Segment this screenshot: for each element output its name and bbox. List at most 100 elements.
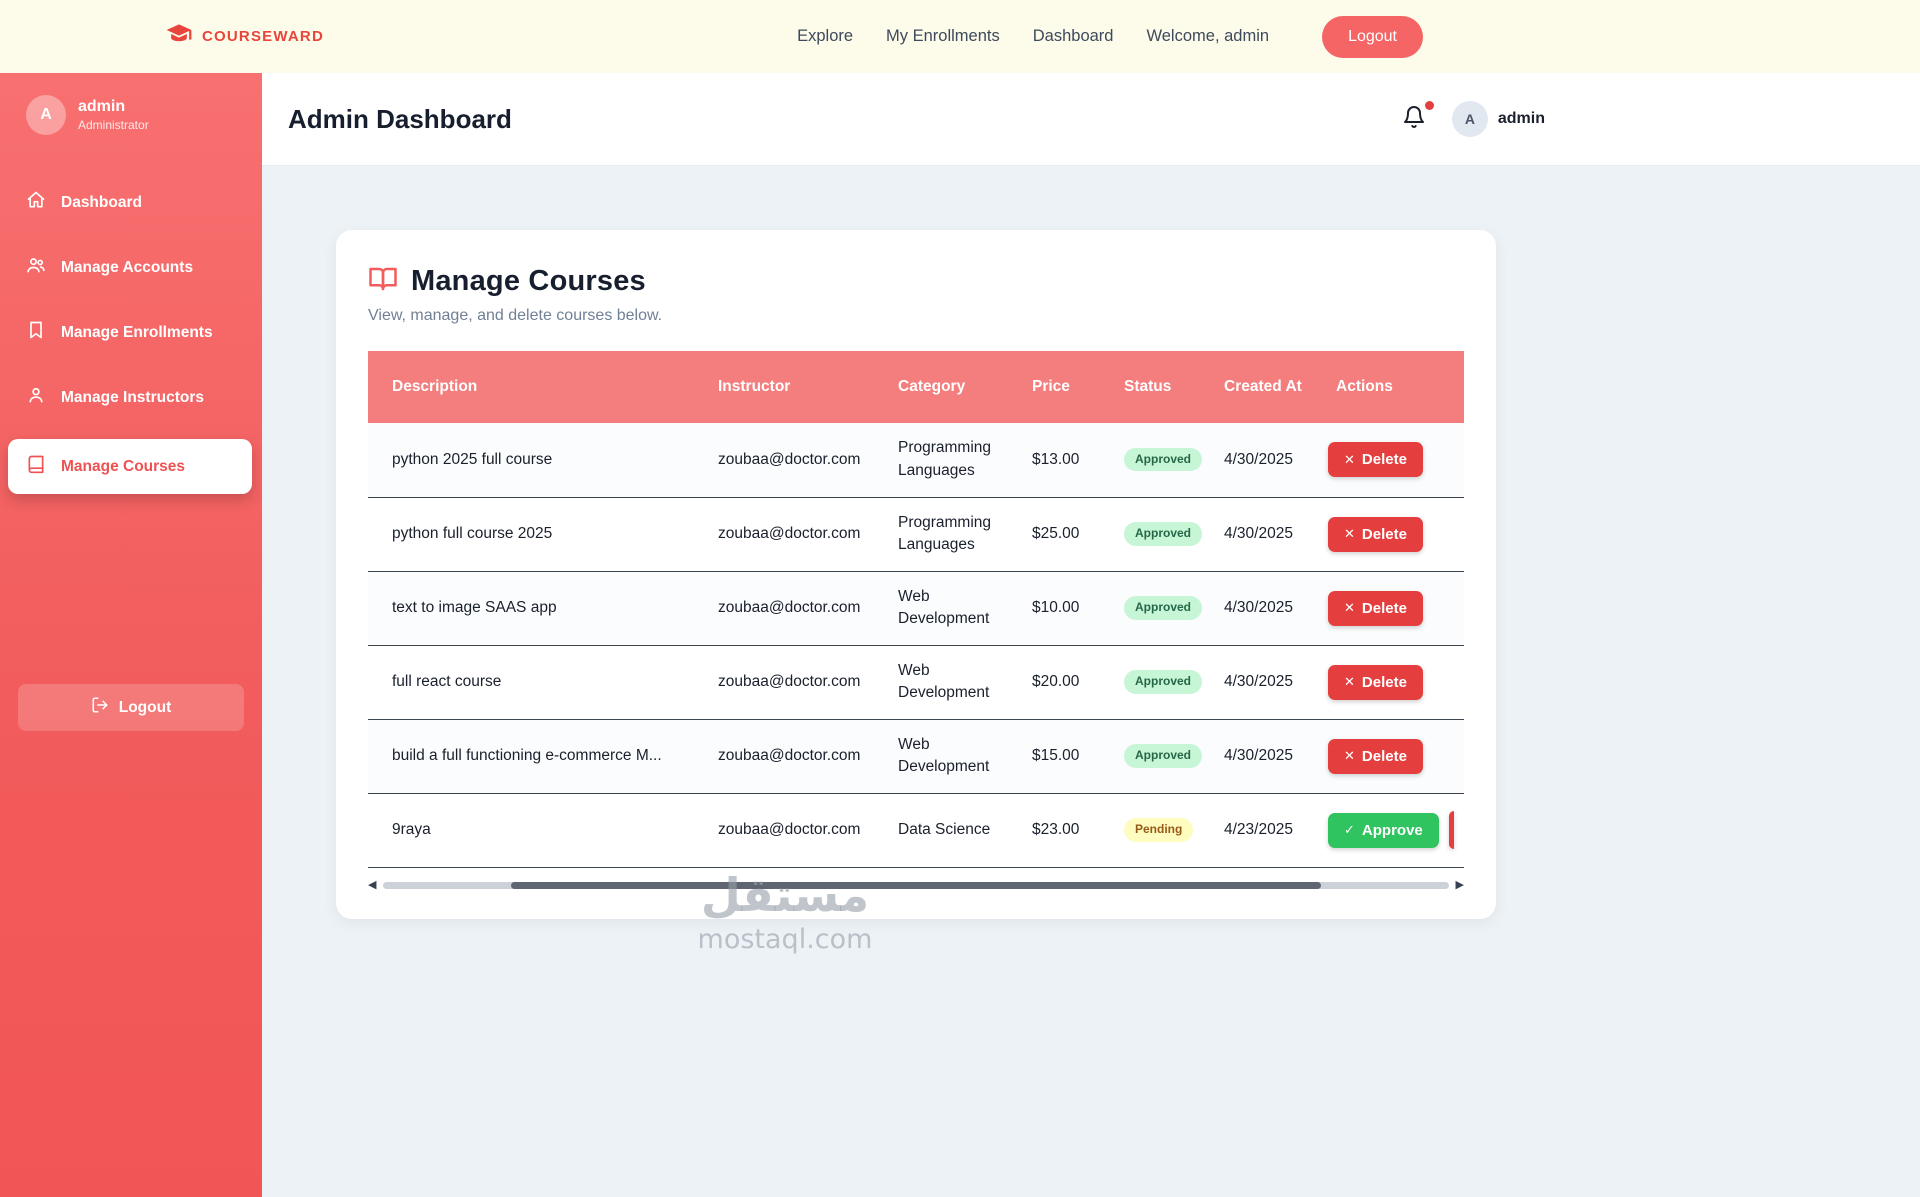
- table-row: build a full functioning e-commerce M...…: [368, 719, 1464, 794]
- cell-status: Approved: [1100, 571, 1203, 646]
- sidebar-item-manage-accounts[interactable]: Manage Accounts: [0, 242, 262, 293]
- col-status: Status: [1100, 351, 1200, 423]
- cell-status: Approved: [1100, 497, 1203, 572]
- sidebar-user-block: A admin Administrator: [0, 73, 262, 155]
- cell-instructor: zoubaa@doctor.com: [694, 793, 874, 868]
- notifications-button[interactable]: [1402, 100, 1434, 134]
- cell-created-at: 4/30/2025: [1200, 571, 1312, 646]
- brand-name: COURSEWARD: [202, 28, 325, 45]
- x-icon: ✕: [1344, 451, 1355, 467]
- sidebar-avatar: A: [26, 95, 66, 135]
- sidebar-item-manage-courses[interactable]: Manage Courses: [8, 439, 252, 494]
- cell-created-at: 4/23/2025: [1200, 793, 1312, 868]
- approve-button[interactable]: ✓ Approve: [1328, 812, 1439, 848]
- status-badge: Approved: [1124, 670, 1203, 694]
- brand-logo[interactable]: COURSEWARD: [163, 21, 324, 53]
- sidebar-user-role: Administrator: [78, 118, 149, 132]
- cell-category: Web Development: [874, 571, 1008, 646]
- nav-link-explore[interactable]: Explore: [797, 27, 854, 45]
- status-badge: Approved: [1124, 744, 1203, 768]
- users-icon: [26, 255, 46, 280]
- table-row: python full course 2025 zoubaa@doctor.co…: [368, 497, 1464, 572]
- welcome-text: Welcome, admin: [1146, 27, 1270, 45]
- nav-link-my-enrollments[interactable]: My Enrollments: [886, 27, 1000, 45]
- notification-dot: [1424, 100, 1434, 110]
- status-badge: Approved: [1124, 596, 1203, 620]
- cell-price: $23.00: [1008, 793, 1100, 868]
- cell-price: $25.00: [1008, 497, 1100, 572]
- status-badge: Approved: [1124, 448, 1203, 472]
- main-area: Admin Dashboard A admin: [262, 73, 1920, 1197]
- table-row: full react course zoubaa@doctor.com Web …: [368, 645, 1464, 720]
- x-icon: ✕: [1344, 674, 1355, 689]
- horizontal-scrollbar: ◀ ▶: [368, 878, 1464, 891]
- logout-icon: [91, 696, 109, 719]
- card-title: Manage Courses: [411, 265, 646, 297]
- page-title: Admin Dashboard: [288, 103, 512, 134]
- sidebar-menu: Dashboard Manage Accounts Manage Enrollm…: [0, 177, 262, 508]
- cell-actions: ✓ Approve: [1312, 793, 1464, 868]
- courses-table: Description Instructor Category Price St…: [368, 351, 1464, 868]
- cell-description: text to image SAAS app: [368, 571, 694, 646]
- col-instructor: Instructor: [694, 351, 874, 423]
- logout-button-top[interactable]: Logout: [1322, 15, 1423, 58]
- cell-status: Approved: [1100, 645, 1203, 720]
- table-row: text to image SAAS app zoubaa@doctor.com…: [368, 571, 1464, 646]
- scrollbar-thumb[interactable]: [511, 881, 1321, 889]
- col-actions: Actions: [1312, 351, 1464, 423]
- scroll-right-arrow[interactable]: ▶: [1455, 878, 1464, 891]
- cell-actions: ✕ Delete: [1312, 645, 1464, 720]
- book-column-icon: [368, 264, 398, 299]
- sidebar-item-label: Dashboard: [61, 193, 142, 211]
- graduation-cap-icon: [163, 21, 195, 53]
- cell-description: build a full functioning e-commerce M...: [368, 719, 694, 794]
- header-username: admin: [1497, 110, 1545, 127]
- nav-link-dashboard[interactable]: Dashboard: [1032, 27, 1114, 45]
- top-navbar: COURSEWARD Explore My Enrollments Dashbo…: [0, 0, 1920, 73]
- cell-category: Data Science: [874, 793, 1008, 868]
- header-user[interactable]: A admin: [1451, 101, 1545, 137]
- scroll-left-arrow[interactable]: ◀: [368, 878, 377, 891]
- cell-price: $15.00: [1008, 719, 1100, 794]
- delete-button[interactable]: ✕ Delete: [1328, 738, 1423, 774]
- col-category: Category: [874, 351, 1008, 423]
- cell-category: Programming Languages: [874, 497, 1008, 572]
- delete-button[interactable]: ✕ Delete: [1328, 590, 1423, 626]
- manage-courses-card: Manage Courses View, manage, and delete …: [336, 230, 1496, 919]
- sidebar-item-label: Manage Enrollments: [61, 323, 213, 341]
- sidebar-item-dashboard[interactable]: Dashboard: [0, 177, 262, 228]
- table-header-row: Description Instructor Category Price St…: [368, 351, 1464, 423]
- sidebar-item-label: Manage Accounts: [61, 258, 194, 276]
- cell-actions: ✕ Delete: [1312, 719, 1464, 794]
- avatar: A: [1451, 101, 1488, 137]
- cell-status: Pending: [1100, 793, 1200, 868]
- sidebar-user-name: admin: [78, 98, 126, 115]
- delete-button-clipped[interactable]: [1448, 811, 1454, 849]
- cell-price: $20.00: [1008, 645, 1100, 720]
- col-created-at: Created At: [1200, 351, 1312, 423]
- bell-icon: [1403, 105, 1424, 128]
- delete-button[interactable]: ✕ Delete: [1328, 442, 1423, 478]
- delete-button[interactable]: ✕ Delete: [1328, 664, 1423, 700]
- sidebar-item-manage-enrollments[interactable]: Manage Enrollments: [0, 307, 262, 358]
- logout-button-sidebar[interactable]: Logout: [18, 684, 244, 731]
- cell-created-at: 4/30/2025: [1200, 645, 1312, 720]
- x-icon: ✕: [1344, 526, 1355, 541]
- table-row: 9raya zoubaa@doctor.com Data Science $23…: [368, 793, 1464, 868]
- delete-button[interactable]: ✕ Delete: [1328, 516, 1423, 552]
- cell-status: Approved: [1100, 719, 1203, 794]
- cell-price: $10.00: [1008, 571, 1100, 646]
- scrollbar-track[interactable]: [383, 881, 1449, 889]
- status-badge: Approved: [1124, 522, 1203, 546]
- cell-created-at: 4/30/2025: [1200, 497, 1312, 572]
- cell-category: Programming Languages: [874, 423, 1008, 498]
- cell-category: Web Development: [874, 645, 1008, 720]
- bookmark-icon: [26, 320, 46, 345]
- status-badge: Pending: [1124, 818, 1194, 842]
- table-row: python 2025 full course zoubaa@doctor.co…: [368, 423, 1464, 498]
- cell-actions: ✕ Delete: [1312, 423, 1464, 498]
- sidebar-item-manage-instructors[interactable]: Manage Instructors: [0, 372, 262, 423]
- col-description: Description: [368, 351, 694, 423]
- cell-created-at: 4/30/2025: [1200, 719, 1312, 794]
